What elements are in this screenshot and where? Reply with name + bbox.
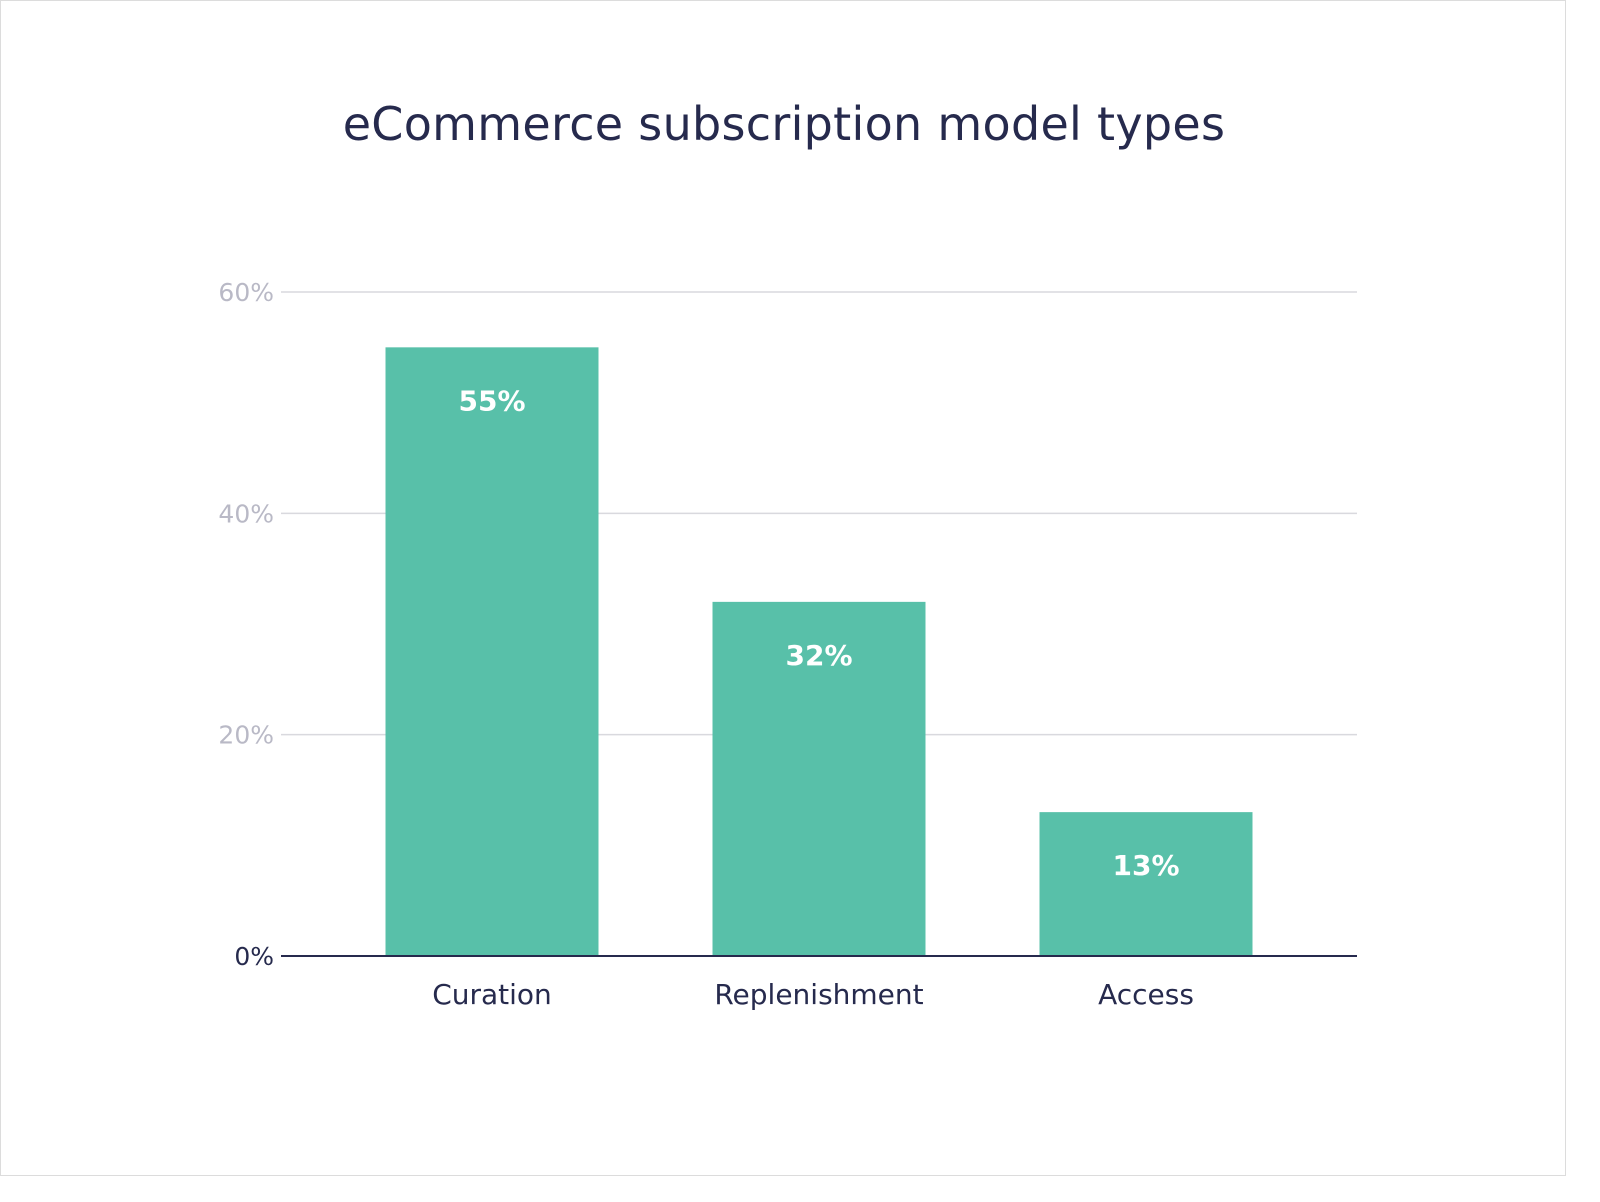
y-tick-label-60: 60% <box>218 278 274 307</box>
chart-title: eCommerce subscription model types <box>342 97 1226 151</box>
bar-replenishment <box>712 601 926 956</box>
bar-access <box>1039 812 1253 956</box>
bar-curation <box>385 347 599 956</box>
y-tick-label-0: 0% <box>234 942 274 971</box>
bar-chart: 0% 20% 40% 60% 55% Curation 32% Replenishment 13… <box>218 278 1357 1011</box>
value-label-replenishment: 32% <box>785 639 852 672</box>
x-tick-label-curation: Curation <box>432 978 552 1011</box>
value-label-curation: 55% <box>458 384 525 417</box>
chart-frame: eCommerce subscription model types 0% 20%… <box>0 0 1566 1176</box>
value-label-access: 13% <box>1112 849 1179 882</box>
y-tick-label-40: 40% <box>218 499 274 528</box>
y-tick-label-20: 20% <box>218 721 274 750</box>
x-tick-label-access: Access <box>1098 978 1194 1011</box>
x-tick-label-replenishment: Replenishment <box>714 978 923 1011</box>
